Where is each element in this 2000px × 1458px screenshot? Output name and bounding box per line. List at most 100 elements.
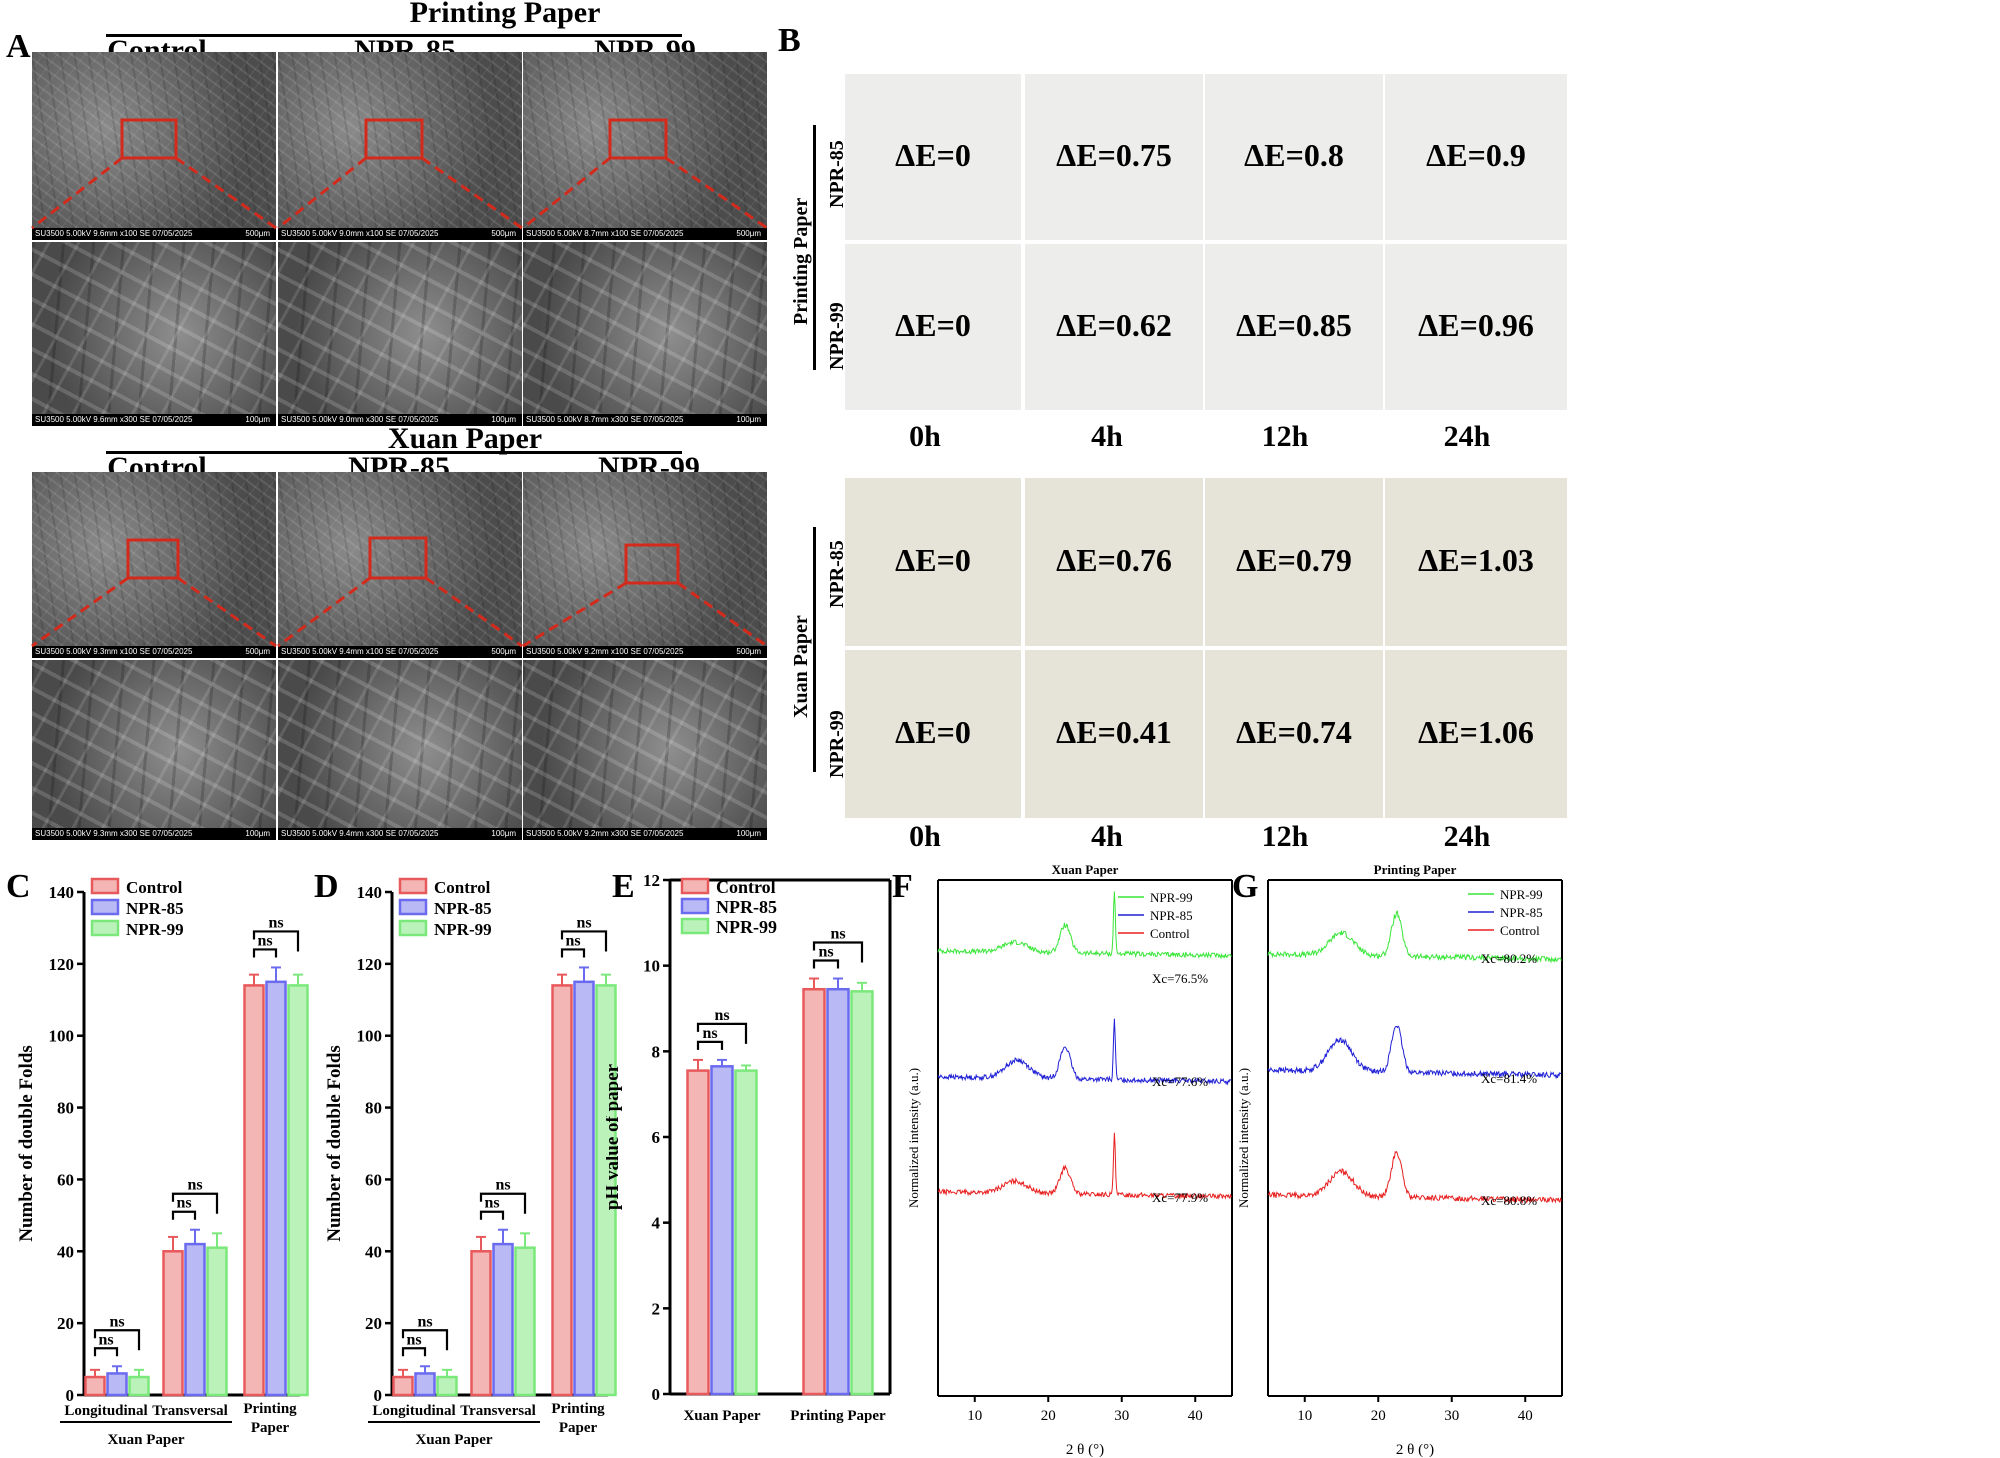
E-ytick-label-10: 10 [643, 957, 660, 976]
D-legend-swatch-2 [398, 919, 428, 937]
G-xtick-label-30: 30 [1444, 1408, 1459, 1424]
sem-xuan-npr-99-x100: SU3500 5.00kV 9.2mm x100 SE 07/05/2025 50… [523, 472, 767, 658]
b-xuan-group-label: Xuan Paper [790, 615, 812, 718]
G-xc-label-0: Xc=80.2% [1481, 951, 1537, 966]
F-ylabel: Normalized intensity (a.u.) [906, 1068, 921, 1208]
de-swatch-xuan-npr-85-3 [1385, 478, 1567, 646]
E-legend-swatch-2 [680, 917, 710, 935]
panel-letter-g: G [1232, 868, 1259, 905]
sem-printing-scale-1-x300: 100μm [491, 415, 516, 424]
sem-printing-scale-0-x100: 500μm [245, 229, 270, 238]
sem-printing-npr-85-x300: SU3500 5.00kV 9.0mm x300 SE 07/05/2025 10… [278, 242, 522, 426]
C-sig-bracket-b-1 [171, 1192, 219, 1214]
de-swatch-printing-npr-85-3 [1385, 74, 1567, 240]
printing-paper-title: Printing Paper [409, 0, 601, 29]
D-sig-bracket-a-2 [560, 948, 586, 958]
D-legend-label-2: NPR-99 [434, 920, 492, 939]
E-cat-label-1: Printing Paper [790, 1408, 886, 1424]
C-sig-label-a-0: ns [98, 1331, 113, 1348]
F-legend-label-1: NPR-85 [1150, 908, 1193, 923]
time-label-printing-1: 4h [1091, 420, 1123, 453]
de-value-xuan-npr-85-2: ΔE=0.79 [1236, 542, 1352, 578]
D-group-label: Xuan Paper [415, 1432, 492, 1448]
F-xtick-label-40: 40 [1188, 1408, 1203, 1424]
de-value-printing-npr-99-1: ΔE=0.62 [1056, 307, 1172, 343]
G-series-1 [1267, 1025, 1562, 1080]
C-bar-1-1 [184, 1242, 206, 1397]
E-ytick-label-6: 6 [652, 1128, 661, 1147]
sem-xuan-bar-2-x100: SU3500 5.00kV 9.2mm x100 SE 07/05/2025 50… [523, 646, 767, 658]
F-series-0 [937, 891, 1232, 960]
C-sig-bracket-a-2 [252, 948, 278, 958]
de-swatch-printing-npr-99-2 [1205, 244, 1383, 410]
b-xuan-group-rule [813, 527, 816, 772]
de-swatch-printing-npr-99-3 [1385, 244, 1567, 410]
xuan-paper-title: Xuan Paper [387, 422, 543, 455]
sem-xuan-npr-85-x100: SU3500 5.00kV 9.4mm x100 SE 07/05/2025 50… [278, 472, 522, 658]
C-ytick-label-120: 120 [49, 955, 75, 974]
C-bar-1-2 [265, 980, 287, 1397]
sem-xuan-npr-85-x300: SU3500 5.00kV 9.4mm x300 SE 07/05/2025 10… [278, 660, 522, 840]
D-sig-bracket-b-0 [401, 1329, 449, 1351]
E-ytick-label-2: 2 [652, 1299, 661, 1318]
C-bar-2-0 [128, 1375, 150, 1397]
time-label-xuan-2: 12h [1261, 820, 1309, 853]
time-label-xuan-3: 24h [1443, 820, 1491, 853]
de-swatch-printing-npr-85-2 [1205, 74, 1383, 240]
sem-xuan-scale-1-x300: 100μm [491, 829, 516, 838]
D-legend-swatch-1 [398, 898, 428, 916]
de-value-printing-npr-99-3: ΔE=0.96 [1418, 307, 1534, 343]
sem-xuan-bar-2-x300: SU3500 5.00kV 9.2mm x300 SE 07/05/2025 10… [523, 828, 767, 840]
C-bar-0-2 [243, 984, 265, 1397]
panel-letter-d: D [314, 868, 339, 905]
sem-printing-control-x300: SU3500 5.00kV 9.6mm x300 SE 07/05/2025 10… [32, 242, 276, 426]
sem-printing-bar-1-x300: SU3500 5.00kV 9.0mm x300 SE 07/05/2025 10… [278, 414, 522, 426]
D-ytick-label-0: 0 [374, 1386, 383, 1405]
C-group-label: Xuan Paper [107, 1432, 184, 1448]
D-sig-label-a-1: ns [484, 1195, 499, 1212]
F-xc-label-2: Xc=77.9% [1152, 1190, 1208, 1205]
de-value-printing-npr-85-3: ΔE=0.9 [1426, 137, 1526, 173]
sem-printing-scale-2-x300: 100μm [736, 415, 761, 424]
E-sig-bracket-b-0 [696, 1022, 748, 1044]
E-ytick-label-8: 8 [652, 1042, 661, 1061]
panel-letter-e: E [612, 868, 635, 905]
b-printing-group-rule [813, 125, 816, 370]
C-bar-1-0 [106, 1372, 128, 1397]
C-sig-label-b-2: ns [268, 914, 283, 931]
xuan-title-rule [106, 451, 682, 454]
D-ytick-label-40: 40 [365, 1242, 382, 1261]
D-sig-label-a-0: ns [406, 1331, 421, 1348]
C-legend-swatch-1 [90, 898, 120, 916]
de-swatch-xuan-npr-85-1 [1025, 478, 1203, 646]
C-cat-label-1: Transversal [152, 1403, 228, 1419]
F-xtick-label-30: 30 [1114, 1408, 1129, 1424]
chart-g: Printing Paper 10 20 30 40 2 θ (°) Normalized … [1236, 862, 1563, 1458]
D-sig-label-b-0: ns [417, 1313, 432, 1330]
C-sig-bracket-a-0 [93, 1347, 119, 1357]
D-cat-label-2: Printing [551, 1401, 605, 1417]
panel-letter-c: C [6, 868, 31, 905]
sem-printing-bar-2-x300: SU3500 5.00kV 8.7mm x300 SE 07/05/2025 10… [523, 414, 767, 426]
E-legend-swatch-1 [680, 897, 710, 915]
sem-xuan-scale-0-x300: 100μm [245, 829, 270, 838]
D-ytick-label-20: 20 [365, 1314, 382, 1333]
sem-xuan-control-x100: SU3500 5.00kV 9.3mm x100 SE 07/05/2025 50… [32, 472, 276, 658]
C-sig-label-b-1: ns [187, 1177, 202, 1194]
D-sig-bracket-a-0 [401, 1347, 427, 1357]
de-swatch-xuan-npr-85-0 [845, 478, 1021, 646]
D-sig-label-b-1: ns [495, 1177, 510, 1194]
de-swatch-printing-npr-85-1 [1025, 74, 1203, 240]
E-ylabel: pH value of paper [606, 1063, 623, 1210]
D-ylabel: Number of double Folds [324, 1045, 345, 1242]
C-legend-swatch-2 [90, 919, 120, 937]
E-bar-1-1 [826, 987, 850, 1396]
time-label-xuan-1: 4h [1091, 820, 1123, 853]
E-sig-label-b-0: ns [714, 1007, 729, 1024]
panel-letter-a: A [6, 28, 31, 65]
G-xtick-label-20: 20 [1371, 1408, 1386, 1424]
panel-letter-f: F [892, 868, 913, 905]
C-bar-2-1 [206, 1246, 228, 1397]
de-swatch-xuan-npr-99-0 [845, 650, 1021, 818]
D-cat-label-1: Transversal [460, 1403, 536, 1419]
